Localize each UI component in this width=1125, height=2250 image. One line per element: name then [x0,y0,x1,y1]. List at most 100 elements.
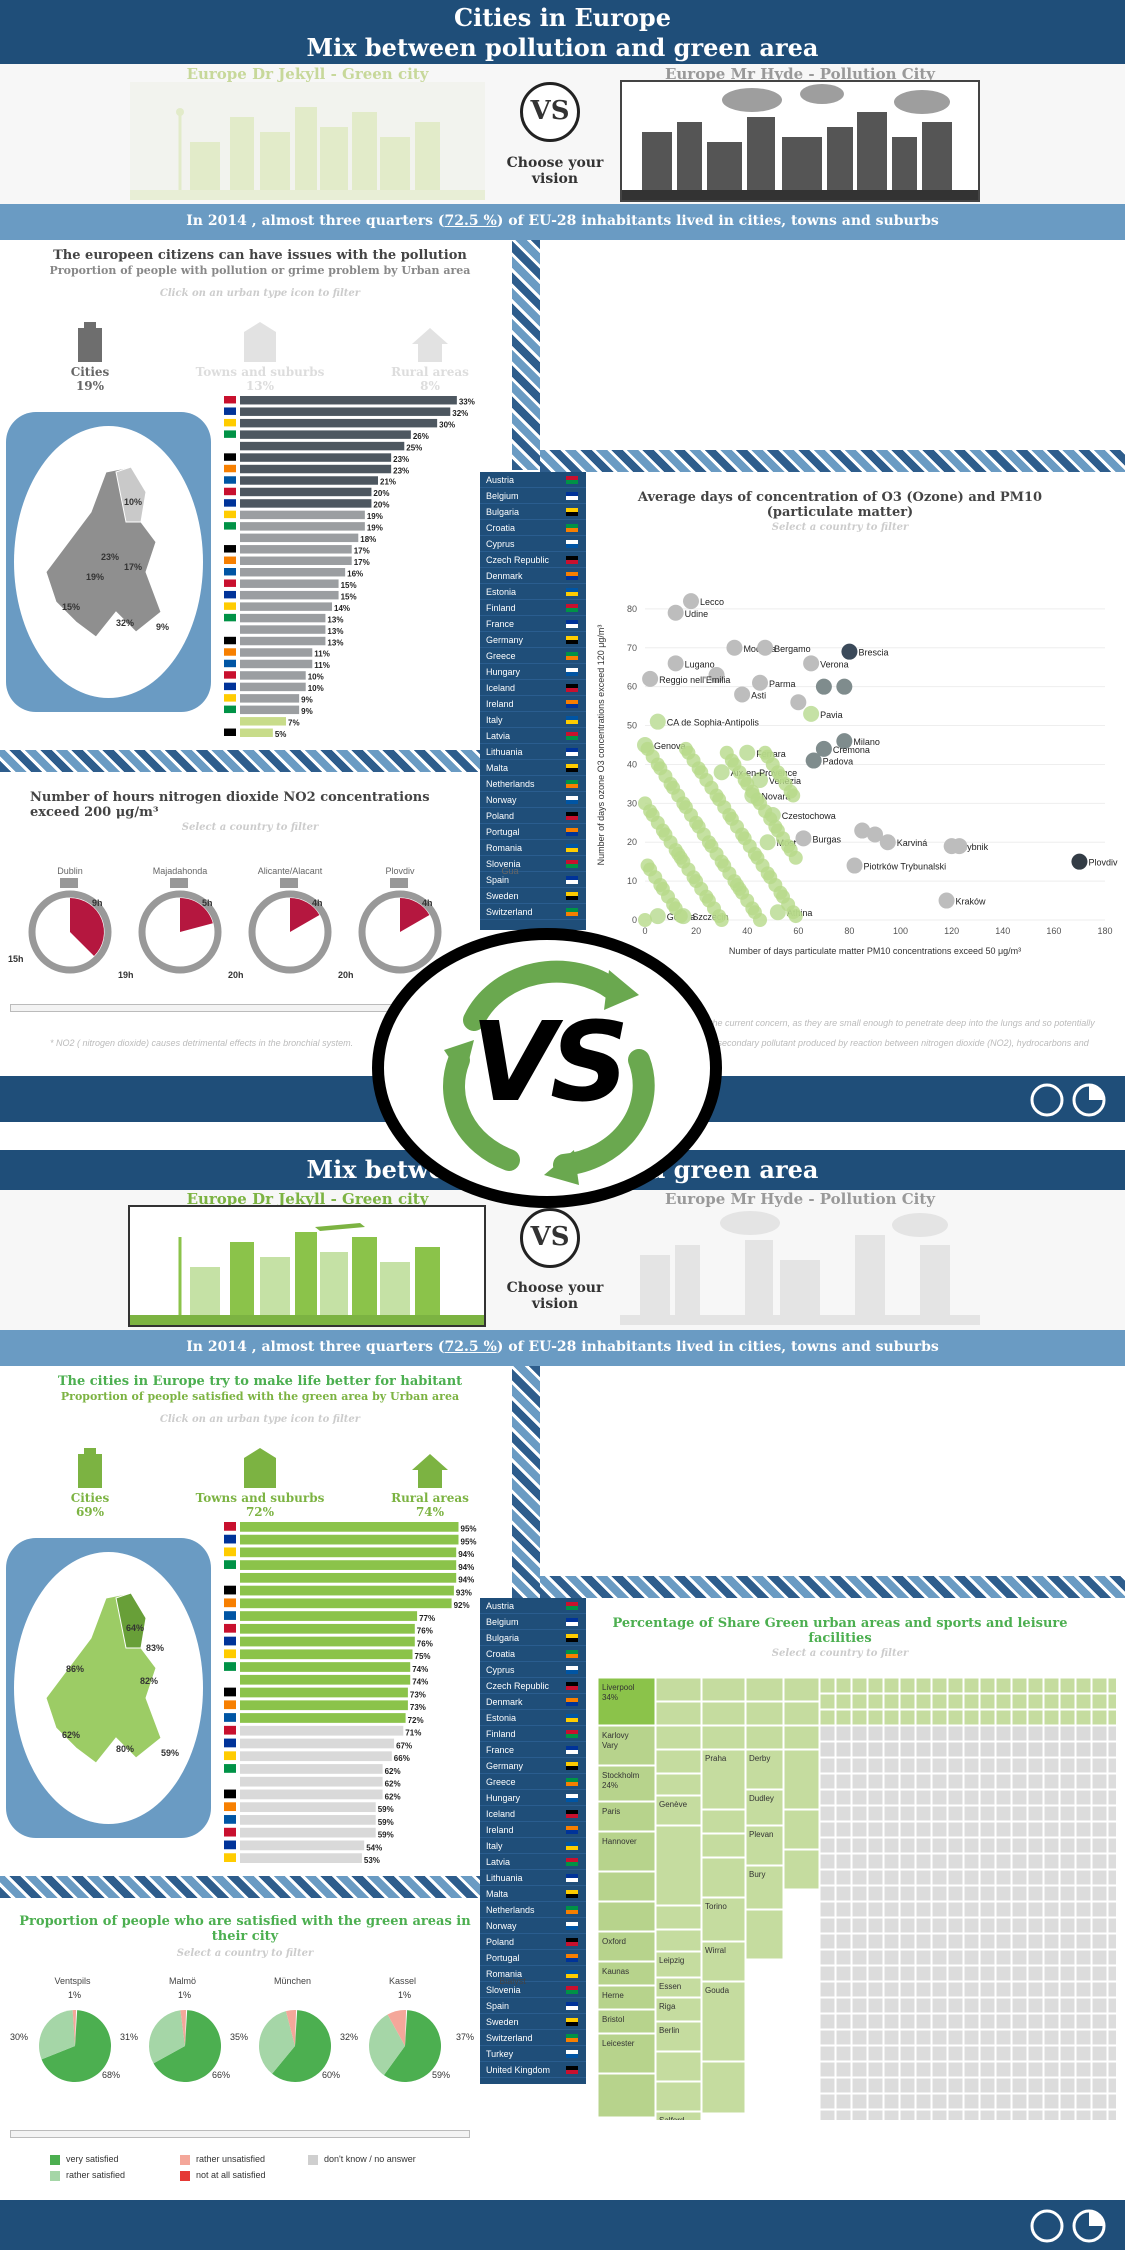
treemap-tile[interactable] [1043,1773,1060,1790]
treemap-tile[interactable] [947,1725,964,1742]
treemap-tile[interactable] [1059,2109,1076,2120]
treemap-tile[interactable] [1011,1981,1028,1998]
treemap-tile[interactable] [655,2021,702,2052]
treemap-tile[interactable] [883,2013,900,2030]
treemap-tile[interactable] [835,2045,852,2062]
treemap-tile[interactable] [1043,2061,1060,2078]
treemap-tile[interactable] [899,1725,916,1742]
treemap-tile[interactable] [979,2077,996,2094]
bar[interactable] [240,464,392,474]
treemap-tile[interactable] [1043,1805,1060,1822]
bar[interactable] [240,1687,408,1698]
treemap-tile[interactable] [1011,2029,1028,2046]
treemap-tile[interactable] [867,1853,884,1870]
treemap-tile[interactable] [995,1789,1012,1806]
treemap-tile[interactable] [867,1773,884,1790]
treemap-tile[interactable] [963,2029,980,2046]
treemap-tile[interactable] [899,1917,916,1934]
treemap-tile[interactable] [979,1837,996,1854]
treemap-tile[interactable] [745,1789,784,1826]
treemap-tile[interactable] [835,1885,852,1902]
treemap-tile[interactable] [963,1678,980,1694]
scatter-point[interactable] [846,857,863,874]
satisfaction-scrollbar[interactable] [10,2130,470,2138]
treemap-tile[interactable] [979,2109,996,2120]
treemap-tile[interactable] [819,1757,836,1774]
treemap-tile[interactable] [835,2109,852,2120]
treemap-tile[interactable] [899,1741,916,1758]
bar[interactable] [240,694,300,703]
treemap-tile[interactable] [931,2013,948,2030]
country-item[interactable]: Croatia [480,520,586,536]
treemap-tile[interactable] [979,2045,996,2062]
treemap-tile[interactable] [1075,1917,1092,1934]
treemap-tile[interactable] [915,1693,932,1710]
treemap-tile[interactable] [745,1678,784,1702]
treemap-tile[interactable] [1091,2045,1108,2062]
treemap-tile[interactable] [1027,1965,1044,1982]
treemap-tile[interactable] [1107,1725,1116,1742]
treemap-tile[interactable] [835,2029,852,2046]
bar[interactable] [240,441,405,451]
treemap-tile[interactable] [1043,1885,1060,1902]
bar[interactable] [240,1827,376,1838]
treemap-tile[interactable] [1075,1901,1092,1918]
treemap-tile[interactable] [851,2029,868,2046]
treemap-tile[interactable] [851,2045,868,2062]
treemap-tile[interactable] [851,2077,868,2094]
treemap-tile[interactable] [1091,1725,1108,1742]
treemap-tile[interactable] [867,2061,884,2078]
treemap-tile[interactable] [979,2093,996,2110]
treemap-tile[interactable] [963,1997,980,2014]
country-item[interactable]: Belgium [480,488,586,504]
treemap-tile[interactable] [598,1831,656,1872]
scatter-point[interactable] [938,892,955,909]
treemap-tile[interactable] [1091,1678,1108,1694]
treemap-tile[interactable] [883,1885,900,1902]
scatter-point[interactable] [689,874,704,889]
treemap-tile[interactable] [915,1949,932,1966]
treemap-tile[interactable] [1059,2093,1076,2110]
treemap-tile[interactable] [1059,1981,1076,1998]
treemap-tile[interactable] [1107,1678,1116,1694]
treemap-tile[interactable] [899,1997,916,2014]
treemap-tile[interactable] [1011,1869,1028,1886]
treemap-tile[interactable] [1091,1693,1108,1710]
bar[interactable] [240,1547,457,1558]
treemap-tile[interactable] [1027,1853,1044,1870]
country-item[interactable]: Hungary [480,1790,586,1806]
country-item[interactable]: Slovenia [480,856,586,872]
bar[interactable] [240,545,352,554]
treemap-tile[interactable] [1027,2061,1044,2078]
stopwatch-gauge[interactable]: Gua [460,866,560,996]
treemap-tile[interactable] [963,1805,980,1822]
treemap-tile[interactable] [1091,1917,1108,1934]
treemap-tile[interactable] [1075,1965,1092,1982]
treemap-tile[interactable] [835,1981,852,1998]
treemap-tile[interactable] [701,1749,746,1810]
treemap-tile[interactable] [1059,1837,1076,1854]
treemap-tile[interactable] [1091,1869,1108,1886]
bar[interactable] [240,717,286,726]
scatter-point[interactable] [701,893,716,908]
scatter-point[interactable] [803,655,820,672]
treemap-tile[interactable] [867,1805,884,1822]
treemap-tile[interactable] [819,2045,836,2062]
treemap-tile[interactable] [1011,1789,1028,1806]
treemap-tile[interactable] [835,1709,852,1726]
scatter-point[interactable] [740,776,755,791]
treemap-tile[interactable] [963,1773,980,1790]
treemap-tile[interactable] [867,1741,884,1758]
treemap-tile[interactable] [867,1869,884,1886]
bar[interactable] [240,430,411,439]
treemap-tile[interactable] [931,2109,948,2120]
treemap-tile[interactable] [979,1933,996,1950]
treemap-tile[interactable] [947,2029,964,2046]
treemap-tile[interactable] [979,1917,996,1934]
treemap-tile[interactable] [1059,1789,1076,1806]
treemap-tile[interactable] [819,1853,836,1870]
treemap-tile[interactable] [1091,1981,1108,1998]
treemap-tile[interactable] [931,1757,948,1774]
scatter-point[interactable] [678,800,693,815]
bar[interactable] [240,499,372,508]
